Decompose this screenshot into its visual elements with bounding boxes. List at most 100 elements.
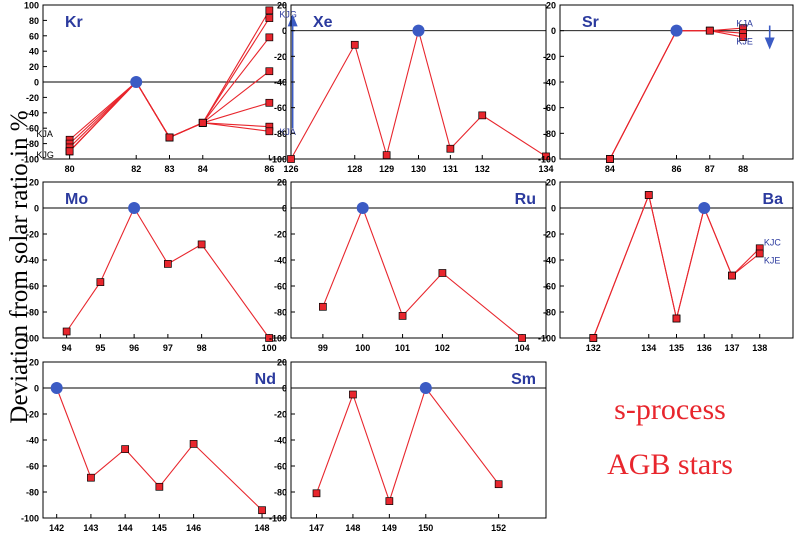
note-line-2: AGB stars — [607, 448, 733, 481]
panel-ru-ytick-label: 0 — [282, 204, 287, 214]
panel-ru-xtick-label: 104 — [515, 343, 530, 353]
panel-ru-data-point — [438, 269, 447, 277]
panel-nd-ytick-label: 0 — [34, 384, 39, 394]
panel-xe-ytick-label: -20 — [274, 52, 287, 62]
panel-xe-data-point — [446, 144, 455, 153]
panel-sr-ytick-label: -60 — [543, 103, 556, 113]
panel-sr: 20 0 -20 -40 -60 -80 -100 84 86 87 88 Sr KJA KJE — [538, 1, 794, 174]
panel-ba-ytick-label: -80 — [543, 308, 556, 318]
panel-sm-data-point — [494, 480, 503, 489]
panel-mo-data-point — [197, 240, 206, 249]
panel-nd-ytick-label: -40 — [26, 436, 39, 446]
panel-xe-data-point — [382, 151, 391, 159]
panel-mo-data-point — [96, 278, 105, 286]
panel-sr-arrow-head — [764, 37, 775, 50]
panel-ru-ytick-label: -100 — [269, 334, 287, 344]
panel-ru-xtick-label: 101 — [395, 343, 410, 353]
panel-ba-annotation: KJC — [764, 237, 782, 247]
panel-sr-xtick-label: 87 — [705, 164, 715, 174]
panel-kr-ytick-label: -60 — [26, 124, 39, 134]
panel-ru-title: Ru — [515, 191, 536, 208]
panel-ba-xtick-label: 134 — [641, 343, 656, 353]
panel-ru: 20 0 -20 -40 -60 -80 -100 99 100 101 102 104 Ru — [269, 178, 547, 353]
panel-mo-ytick-label: -40 — [26, 256, 39, 266]
panel-nd-xtick-label: 142 — [49, 523, 64, 533]
panel-mo-xtick-label: 94 — [62, 343, 72, 353]
panel-ba-reference-point — [698, 202, 711, 214]
panel-mo-ytick-label: -80 — [26, 308, 39, 318]
panel-xe-ytick-label: -80 — [274, 129, 287, 139]
panel-xe-data-point — [350, 40, 359, 49]
panel-ru-ytick-label: 20 — [277, 178, 287, 188]
panel-nd-data-point — [258, 506, 266, 515]
panel-kr-annotation: KJG — [279, 10, 297, 20]
panel-mo: 20 0 -20 -40 -60 -80 -100 94 95 96 97 98 100 Mo — [21, 178, 287, 353]
panel-xe-ytick-label: 0 — [282, 26, 287, 36]
panel-xe-xtick-label: 130 — [411, 164, 426, 174]
panel-mo-reference-point — [128, 202, 141, 214]
panel-xe-title: Xe — [313, 14, 333, 31]
panel-kr-ytick-label: 20 — [29, 62, 39, 72]
panel-kr-data-point — [265, 67, 274, 76]
panel-nd-xtick-label: 143 — [83, 523, 98, 533]
panel-mo-ytick-label: 20 — [29, 178, 39, 188]
panel-kr-xtick-label: 82 — [131, 164, 141, 174]
panel-sr-data-point — [739, 33, 747, 41]
panel-ba-ytick-label: -40 — [543, 256, 556, 266]
panel-mo-ytick-label: -20 — [26, 230, 39, 240]
panel-xe-xtick-label: 134 — [538, 164, 553, 174]
panel-ru-xtick-label: 100 — [355, 343, 370, 353]
panel-kr-ytick-label: 60 — [29, 31, 39, 41]
panel-nd-reference-point — [50, 382, 63, 394]
panel-kr-xtick-label: 84 — [198, 164, 208, 174]
panel-xe-xtick-label: 126 — [283, 164, 298, 174]
panel-kr-data-point — [265, 98, 274, 107]
panel-sr-xtick-label: 84 — [605, 164, 615, 174]
panel-nd-data-point — [121, 445, 129, 453]
panel-sr-data-point — [606, 155, 614, 163]
panel-mo-xtick-label: 95 — [95, 343, 105, 353]
panel-sr-ytick-label: 20 — [546, 1, 556, 11]
panel-sm-data-point — [312, 489, 321, 498]
panel-ru-ytick-label: -20 — [274, 230, 287, 240]
panel-kr: 100 80 60 40 20 0 -20 -40 -60 -80 -100 80 82 83 84 86 Kr… — [21, 1, 298, 174]
panel-kr-xtick-label: 80 — [65, 164, 75, 174]
panel-kr-ytick-label: 80 — [29, 16, 39, 26]
panel-sr-xtick-label: 88 — [738, 164, 748, 174]
panel-kr-ytick-label: 0 — [34, 78, 39, 88]
panel-kr-data-point — [265, 127, 274, 136]
panel-nd-title: Nd — [255, 371, 276, 388]
panel-sm-title: Sm — [511, 371, 536, 388]
panel-ru-data-point — [518, 334, 526, 342]
panel-nd-ytick-label: 20 — [29, 358, 39, 368]
panel-nd-ytick-label: -60 — [26, 462, 39, 472]
panel-kr-ytick-label: 100 — [24, 1, 39, 11]
panel-sm-series-line — [315, 386, 500, 503]
panel-sm-ytick-label: -100 — [269, 514, 287, 524]
panel-sm-ytick-label: -40 — [274, 436, 287, 446]
panel-kr-data-point — [265, 14, 274, 22]
panel-ba-data-point — [644, 191, 653, 199]
panel-ba: 20 0 -20 -40 -60 -80 -100 132 134 135 136 137 138 Ba K… — [538, 178, 794, 353]
panel-kr-xtick-label: 83 — [164, 164, 174, 174]
panel-sr-annotation: KJE — [736, 36, 753, 46]
panel-ba-series-line — [592, 193, 761, 339]
panel-ba-ytick-label: 0 — [551, 204, 556, 214]
panel-sm-ytick-label: -60 — [274, 462, 287, 472]
panel-sm-xtick-label: 147 — [309, 523, 324, 533]
panel-ru-xtick-label: 102 — [435, 343, 450, 353]
panel-mo-title: Mo — [65, 191, 88, 208]
panel-xe-ytick-label: -100 — [269, 155, 287, 165]
panel-xe-data-point — [478, 111, 487, 120]
panel-xe-xtick-label: 128 — [347, 164, 362, 174]
panel-ru-frame — [290, 181, 547, 339]
panel-sr-ytick-label: -20 — [543, 52, 556, 62]
panel-kr-ytick-label: 40 — [29, 47, 39, 57]
panel-xe-ytick-label: -60 — [274, 103, 287, 113]
panel-kr-data-point — [65, 147, 74, 156]
panel-kr-data-point — [198, 118, 207, 127]
panel-sm-xtick-label: 149 — [382, 523, 397, 533]
panel-sm-xtick-label: 148 — [345, 523, 360, 533]
panel-xe-reference-point — [412, 24, 425, 37]
